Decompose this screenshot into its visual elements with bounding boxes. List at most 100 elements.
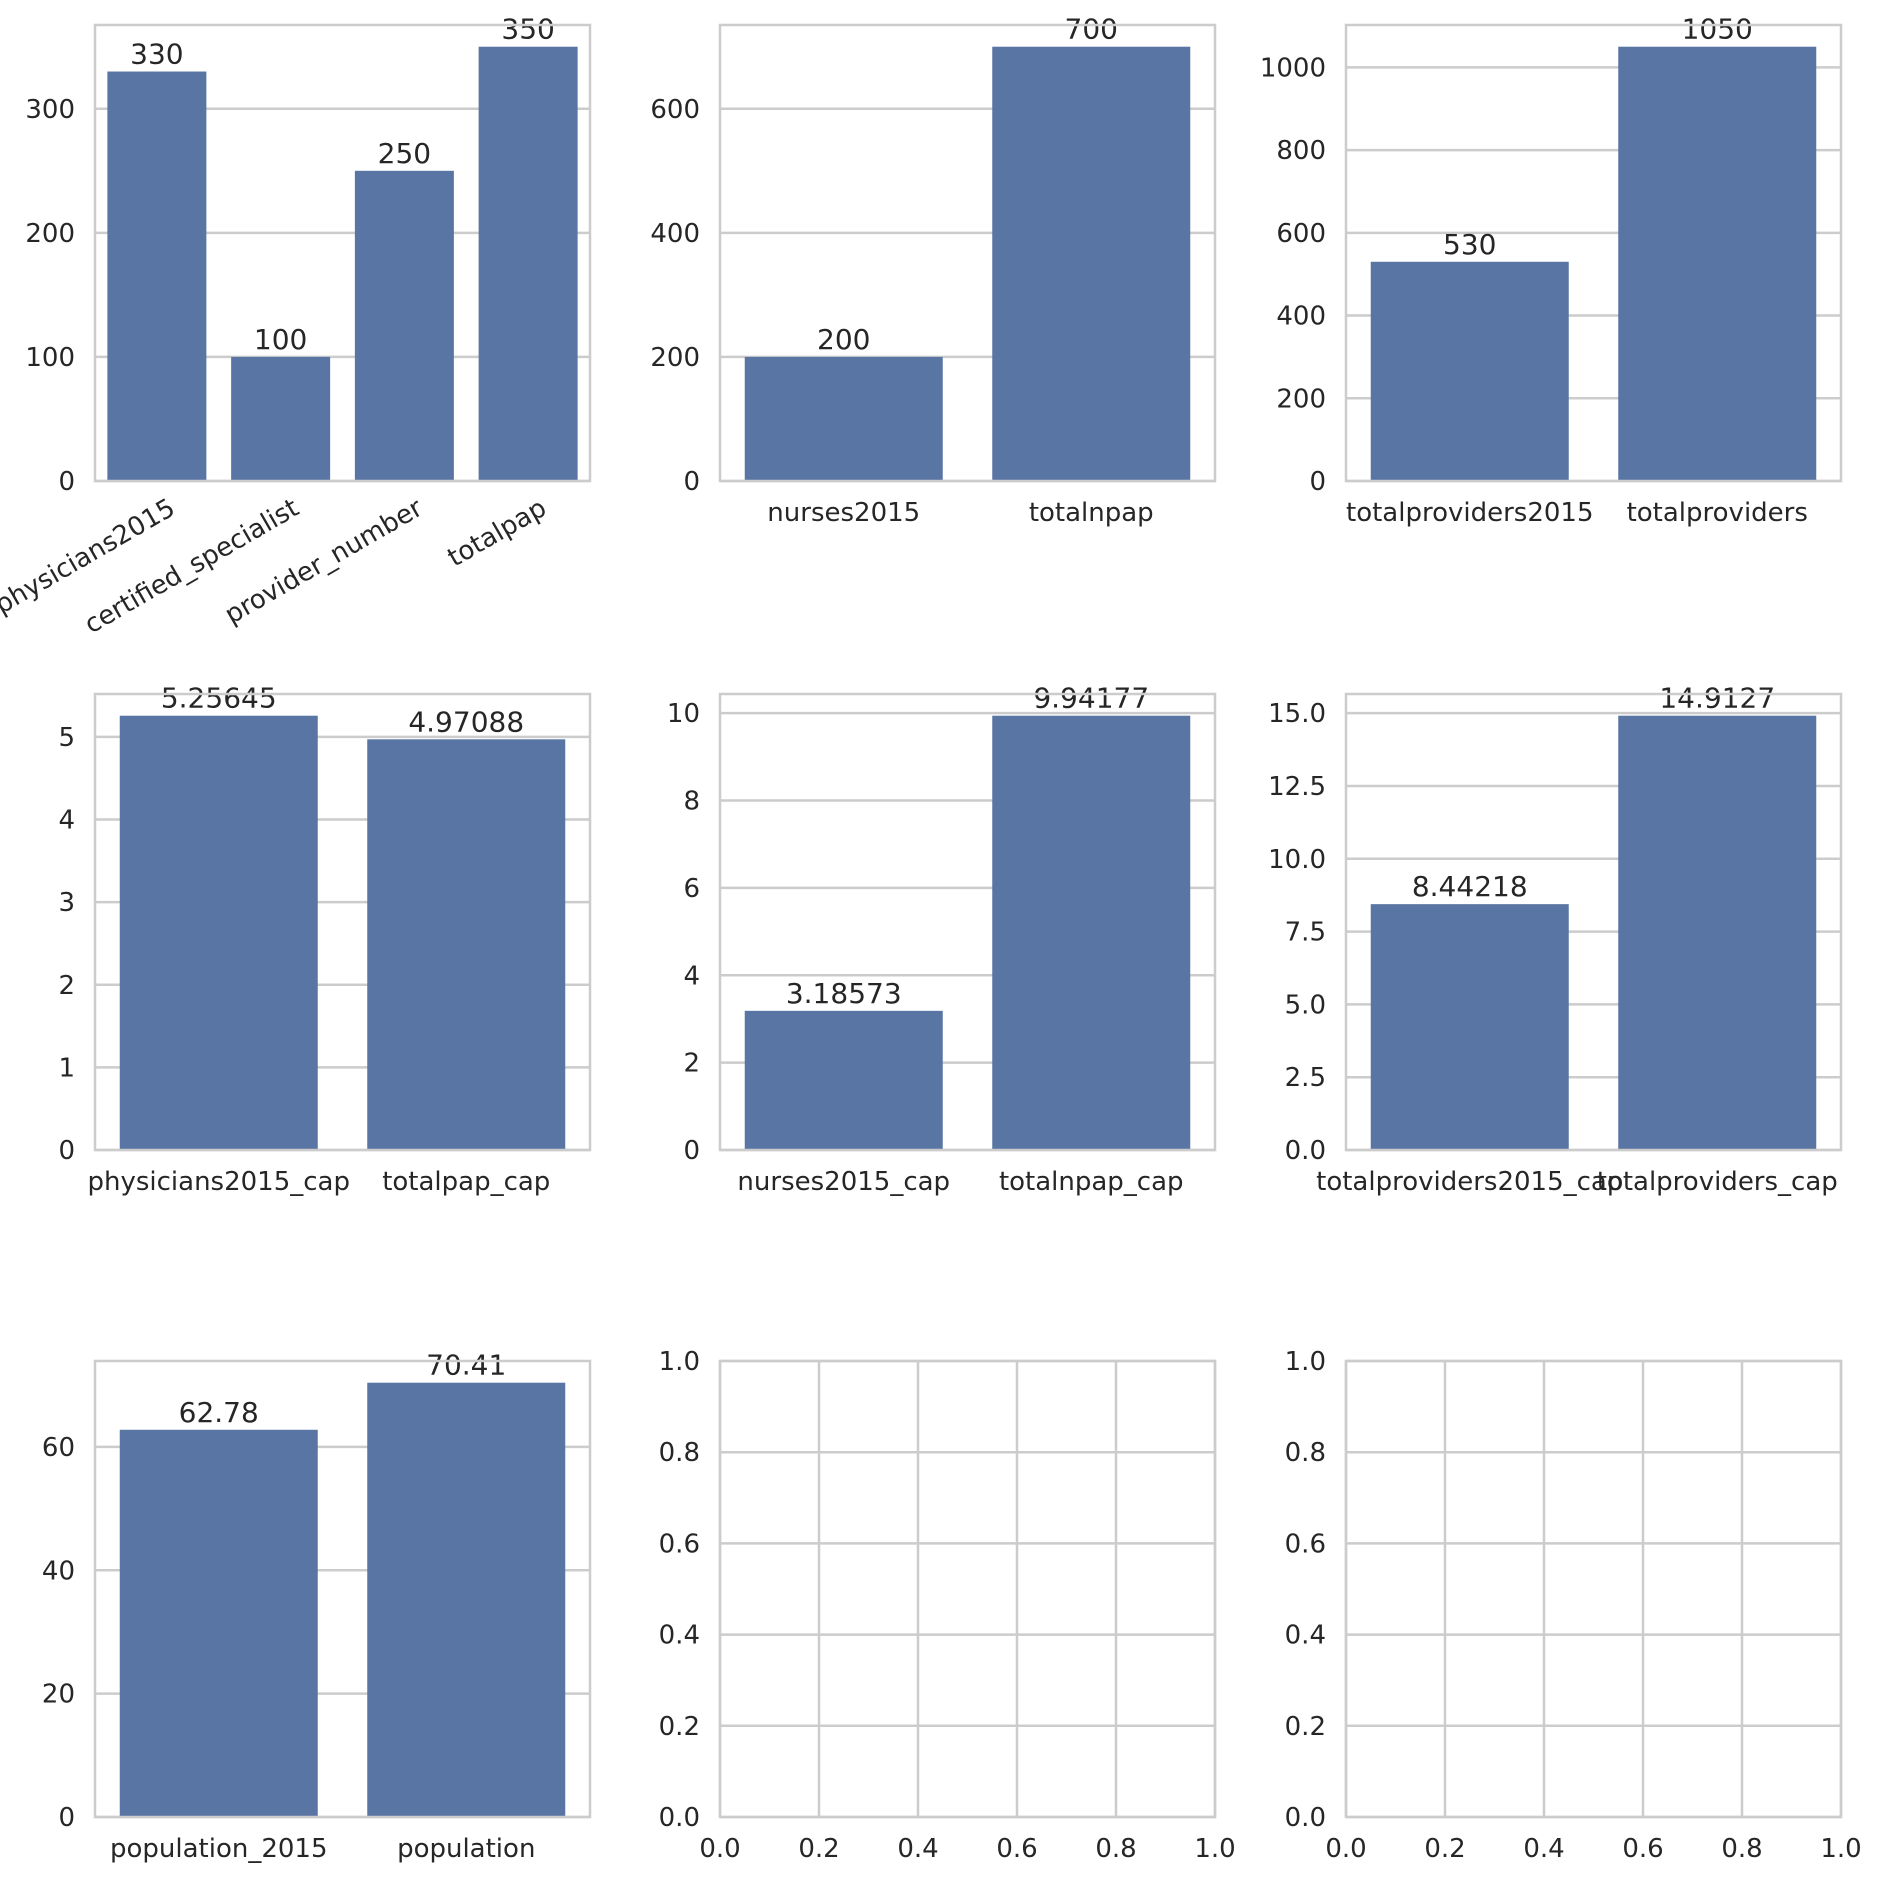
x-category-label: nurses2015_cap (737, 1167, 950, 1197)
bar-provider_number (354, 170, 454, 482)
bar-totalnpap_cap (992, 715, 1191, 1150)
x-tick-label: 0.6 (996, 1834, 1037, 1864)
x-tick-label: 0.8 (1095, 1834, 1136, 1864)
bar-totalproviders2015 (1370, 261, 1569, 481)
y-tick-label: 2 (58, 971, 75, 1001)
y-tick-label: 7.5 (1285, 918, 1326, 948)
x-tick-label: 0.0 (699, 1834, 740, 1864)
x-category-label: totalproviders_cap (1597, 1167, 1838, 1197)
y-tick-label: 600 (1276, 219, 1326, 249)
bar-population_2015 (119, 1429, 318, 1817)
y-tick-label: 0.8 (659, 1438, 700, 1468)
bar-totalproviders2015_cap (1370, 904, 1569, 1150)
y-tick-label: 0 (58, 467, 75, 497)
axes-frame (93, 1359, 592, 1819)
y-tick-label: 5.0 (1285, 990, 1326, 1020)
x-category-label: population_2015 (110, 1834, 328, 1864)
x-category-label: totalproviders2015_cap (1316, 1167, 1623, 1197)
y-tick-label: 0 (683, 1136, 700, 1166)
chart-panel-6: 0.0 2.5 5.0 7.5 10.0 12.5 15.0 8.44218 totalprov… (1268, 682, 1843, 1197)
x-category-label: totalproviders (1627, 498, 1808, 528)
bar-value-label: 4.97088 (408, 705, 524, 738)
x-category-label: certified_specialist (80, 493, 305, 640)
y-tick-label: 2 (683, 1049, 700, 1079)
bar-value-label: 14.9127 (1659, 682, 1775, 715)
y-tick-label: 800 (1276, 136, 1326, 166)
axes-frame (93, 23, 592, 483)
x-tick-label: 0.0 (1325, 1834, 1366, 1864)
x-category-label: totalproviders2015 (1346, 498, 1594, 528)
bar-totalproviders (1618, 46, 1817, 481)
bar-totalproviders_cap (1618, 715, 1817, 1150)
y-tick-label: 200 (650, 343, 700, 373)
y-tick-label: 0.6 (1285, 1529, 1326, 1559)
chart-panel-2: 0 200 400 600 200 nurses2015 700 totalnpap (650, 13, 1217, 528)
x-tick-label: 1.0 (1194, 1834, 1235, 1864)
bar-value-label: 250 (378, 137, 431, 170)
chart-panel-7: 0 20 40 60 62.78 population_2015 70.41 populati… (42, 1349, 592, 1864)
y-tick-label: 200 (1276, 384, 1326, 414)
bar-value-label: 9.94177 (1033, 682, 1149, 715)
axes-frame (718, 23, 1217, 483)
axes-frame (93, 692, 592, 1152)
x-category-label: totalpap (443, 493, 552, 573)
axes-frame (1344, 23, 1843, 483)
x-tick-label: 0.6 (1622, 1834, 1663, 1864)
y-tick-label: 200 (25, 219, 75, 249)
y-tick-label: 1.0 (659, 1347, 700, 1377)
y-tick-label: 0.2 (659, 1712, 700, 1742)
y-tick-label: 0.2 (1285, 1712, 1326, 1742)
y-tick-label: 0.0 (1285, 1803, 1326, 1833)
y-tick-label: 400 (1276, 302, 1326, 332)
y-tick-label: 40 (42, 1556, 75, 1586)
bar-physicians2015_cap (119, 715, 318, 1150)
chart-panel-9: 0.0 0.2 0.4 0.6 0.8 1.0 0.0 0.2 0.4 0.6 0.8 1.0 (1285, 1347, 1862, 1864)
x-category-label: totalpap_cap (382, 1167, 550, 1197)
bar-totalpap_cap (367, 739, 566, 1150)
chart-panel-3: 0 200 400 600 800 1000 530 totalproviders2015 10… (1260, 13, 1843, 528)
y-tick-label: 6 (683, 874, 700, 904)
y-tick-label: 0.8 (1285, 1438, 1326, 1468)
y-tick-label: 20 (42, 1680, 75, 1710)
x-category-label: totalnpap (1029, 498, 1154, 528)
bar-value-label: 350 (501, 13, 554, 46)
bar-certified_specialist (231, 356, 331, 481)
y-tick-label: 4 (58, 806, 75, 836)
x-tick-label: 0.2 (798, 1834, 839, 1864)
axes-frame (1344, 692, 1843, 1152)
y-tick-label: 12.5 (1268, 772, 1326, 802)
bar-value-label: 8.44218 (1412, 870, 1528, 903)
y-tick-label: 2.5 (1285, 1063, 1326, 1093)
y-tick-label: 0 (683, 467, 700, 497)
bar-value-label: 1050 (1682, 13, 1753, 46)
bar-value-label: 530 (1443, 228, 1496, 261)
y-tick-label: 100 (25, 343, 75, 373)
x-category-label: totalnpap_cap (999, 1167, 1184, 1197)
y-tick-label: 5 (58, 723, 75, 753)
y-tick-label: 0 (1309, 467, 1326, 497)
bar-totalnpap (992, 46, 1191, 481)
bar-value-label: 200 (817, 323, 870, 356)
y-tick-label: 0.4 (1285, 1621, 1326, 1651)
y-tick-label: 10 (667, 699, 700, 729)
x-tick-label: 0.4 (1523, 1834, 1564, 1864)
axes-frame (718, 1359, 1217, 1819)
x-tick-label: 0.2 (1424, 1834, 1465, 1864)
bar-nurses2015_cap (744, 1010, 943, 1150)
bar-value-label: 700 (1065, 13, 1118, 46)
x-category-label: nurses2015 (767, 498, 920, 528)
bar-value-label: 62.78 (179, 1396, 259, 1429)
bar-value-label: 100 (254, 323, 307, 356)
bar-totalpap (478, 46, 578, 481)
bar-value-label: 3.18573 (786, 977, 902, 1010)
bar-nurses2015 (744, 356, 943, 481)
bar-value-label: 5.25645 (161, 682, 277, 715)
y-tick-label: 0.0 (659, 1803, 700, 1833)
y-tick-label: 600 (650, 95, 700, 125)
y-tick-label: 4 (683, 961, 700, 991)
x-tick-label: 1.0 (1820, 1834, 1861, 1864)
y-tick-label: 0 (58, 1803, 75, 1833)
chart-panel-4: 0 1 2 3 4 5 5.25645 physicians2015_cap 4.97088 to… (58, 682, 592, 1197)
y-tick-label: 60 (42, 1433, 75, 1463)
